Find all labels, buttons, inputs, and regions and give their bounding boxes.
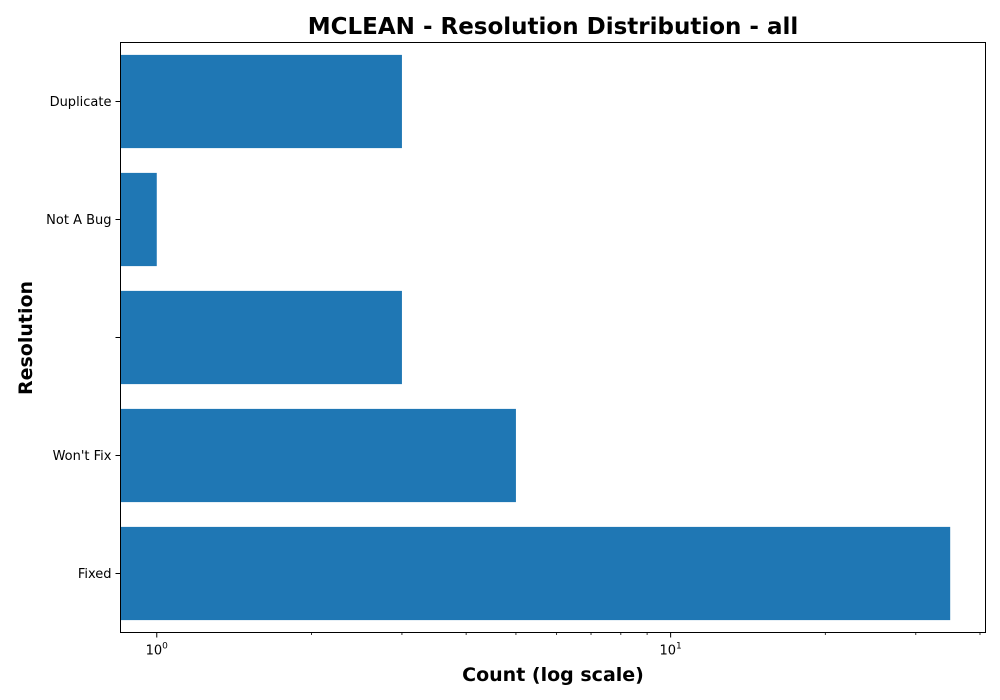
plot-frame (120, 42, 986, 633)
x-axis-label: Count (log scale) (462, 664, 644, 686)
y-tick-label-1: Won't Fix (53, 449, 112, 464)
bar-1 (120, 408, 516, 503)
y-tick-label-0: Fixed (78, 567, 112, 582)
y-axis-label: Resolution (15, 281, 37, 395)
y-tick-label-3: Not A Bug (46, 213, 111, 228)
bar-4 (120, 54, 402, 149)
x-tick-label-0: 100 (146, 642, 169, 659)
bar-0 (120, 526, 951, 621)
bar-2 (120, 290, 402, 385)
chart-title: MCLEAN - Resolution Distribution - all (308, 14, 799, 40)
y-axis-ticks: Fixed Won't Fix Not A Bug Duplicate (46, 95, 121, 582)
x-axis-ticks: 100 101 (146, 632, 981, 659)
y-tick-label-4: Duplicate (50, 95, 112, 110)
bar-3 (120, 172, 157, 267)
bars-group (120, 54, 951, 621)
x-tick-label-1: 101 (659, 642, 681, 659)
